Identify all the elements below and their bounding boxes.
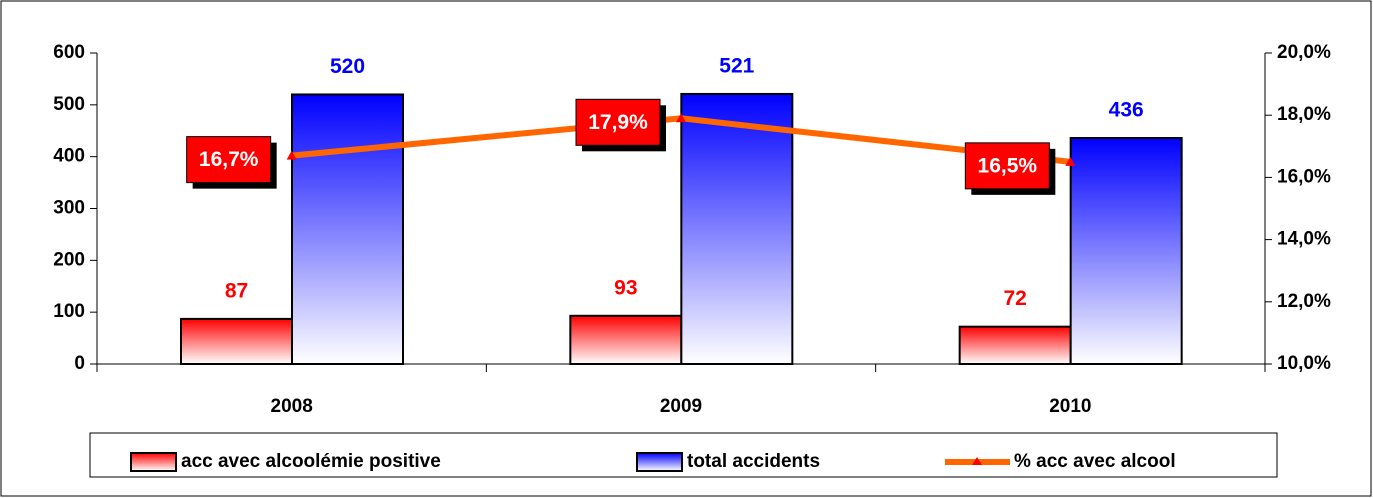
bar xyxy=(569,314,683,366)
bar-value-label: 521 xyxy=(719,54,754,77)
bar-value-label: 436 xyxy=(1109,99,1144,122)
legend-swatch xyxy=(636,452,683,472)
bar xyxy=(1069,137,1183,365)
line-value-label: 16,5% xyxy=(978,154,1038,177)
y2-tick-label: 16,0% xyxy=(1277,166,1331,187)
legend-label: acc avec alcoolémie positive xyxy=(181,451,441,472)
legend-label: % acc avec alcool xyxy=(1014,451,1176,472)
y2-tick-label: 10,0% xyxy=(1277,353,1331,374)
y-tick-label: 300 xyxy=(53,198,85,219)
bar-value-label: 87 xyxy=(225,279,248,302)
label-box xyxy=(575,98,661,146)
y-tick-label: 600 xyxy=(53,42,85,63)
y-tick-label: 500 xyxy=(53,94,85,115)
line-marker xyxy=(286,150,297,160)
y2-tick-label: 12,0% xyxy=(1277,291,1331,312)
bar-value-label: 520 xyxy=(330,55,365,78)
line-value-label: 17,9% xyxy=(588,111,648,134)
legend-swatch xyxy=(130,452,177,472)
y-tick-label: 100 xyxy=(53,301,85,322)
bar xyxy=(291,93,404,365)
legend-label: total accidents xyxy=(687,451,820,472)
bar xyxy=(180,317,293,365)
x-tick-label: 2009 xyxy=(660,396,702,417)
bar xyxy=(958,325,1072,365)
legend-marker xyxy=(972,457,982,465)
label-box xyxy=(186,136,272,184)
y2-tick-label: 14,0% xyxy=(1277,229,1331,250)
x-tick-label: 2008 xyxy=(271,396,313,417)
bar xyxy=(680,92,794,365)
bar-value-label: 93 xyxy=(614,276,637,299)
y-tick-label: 0 xyxy=(74,353,85,374)
legend-box xyxy=(89,432,1278,478)
y-tick-label: 400 xyxy=(53,146,85,167)
label-box xyxy=(964,142,1050,190)
bar-value-label: 72 xyxy=(1003,287,1026,310)
y2-tick-label: 18,0% xyxy=(1277,104,1331,125)
line-marker xyxy=(1065,156,1076,166)
x-tick-label: 2010 xyxy=(1049,396,1091,417)
y-tick-label: 200 xyxy=(53,249,85,270)
line-value-label: 16,7% xyxy=(199,148,259,171)
y2-tick-label: 20,0% xyxy=(1277,42,1331,63)
line-marker xyxy=(676,113,686,123)
